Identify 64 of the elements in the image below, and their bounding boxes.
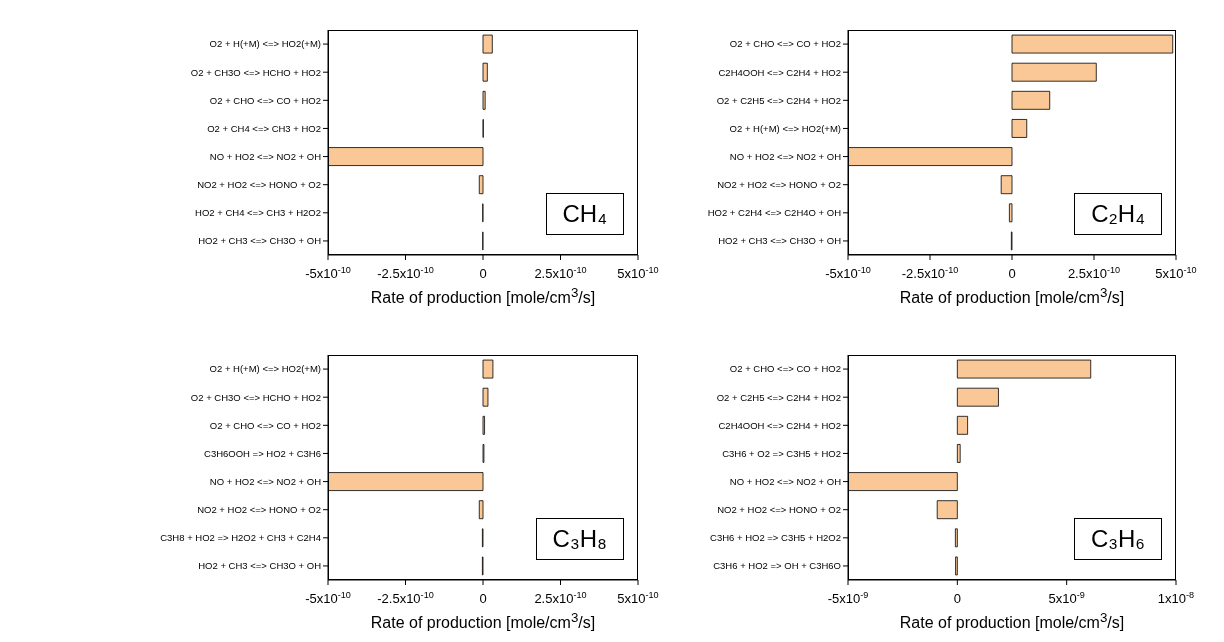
y-tick-label: O2 + C2H5 <=> C2H4 + HO2 xyxy=(716,94,841,106)
y-tick-label: HO2 + CH3 <=> CH3O + OH xyxy=(198,235,322,247)
y-tick-label: HO2 + CH4 <=> CH3 + H2O2 xyxy=(195,207,321,219)
y-tick-label: O2 + CHO <=> CO + HO2 xyxy=(729,38,841,50)
x-tick-label: 5x10$^{-9}$ xyxy=(1048,590,1085,606)
x-tick-label: -5x10$^{-10}$ xyxy=(825,265,871,281)
x-tick-label: 2.5x10$^{-10}$ xyxy=(534,590,587,606)
y-tick-label: O2 + H(+M) <=> HO2(+M) xyxy=(729,122,841,134)
annotation: C₃H₆ xyxy=(1073,518,1162,560)
y-tick-label: O2 + H(+M) <=> HO2(+M) xyxy=(209,363,321,375)
x-tick-label: -2.5x10$^{-10}$ xyxy=(377,590,434,606)
y-tick-label: O2 + CH3O <=> HCHO + HO2 xyxy=(190,391,321,403)
y-tick-label: C3H6 + HO2 => C3H5 + H2O2 xyxy=(710,532,841,544)
y-tick-label: C3H8 + HO2 => H2O2 + CH3 + C2H4 xyxy=(160,532,321,544)
y-tick-label: NO + HO2 <=> NO2 + OH xyxy=(729,150,842,162)
annotation: C₃H₈ xyxy=(535,518,624,560)
bar xyxy=(936,500,958,520)
x-tick-label: -2.5x10$^{-10}$ xyxy=(901,265,959,281)
x-tick-label: -5x10$^{-10}$ xyxy=(305,265,351,281)
y-tick-label: NO + HO2 <=> NO2 + OH xyxy=(729,475,842,487)
y-tick-label: C2H4OOH <=> C2H4 + HO2 xyxy=(718,66,841,78)
bar xyxy=(956,359,1092,379)
y-tick-label: O2 + CH3O <=> HCHO + HO2 xyxy=(190,66,321,78)
x-tick-label: -5x10$^{-9}$ xyxy=(827,590,869,606)
x-tick-label: 2.5x10$^{-10}$ xyxy=(534,265,587,281)
x-axis-title: Rate of production [mole/cm$^{3}$/s] xyxy=(898,285,1126,308)
x-tick-label: -2.5x10$^{-10}$ xyxy=(377,265,434,281)
y-tick-label: NO2 + HO2 <=> HONO + O2 xyxy=(717,504,841,516)
x-tick-label: 1x10$^{-8}$ xyxy=(1157,590,1195,606)
y-tick-label: HO2 + CH3 <=> CH3O + OH xyxy=(198,560,322,572)
y-tick-label: NO + HO2 <=> NO2 + OH xyxy=(209,475,322,487)
y-tick-label: C3H6OOH => HO2 + C3H6 xyxy=(204,447,321,459)
y-tick-label: O2 + C2H5 <=> C2H4 + HO2 xyxy=(716,391,841,403)
x-axis-title: Rate of production [mole/cm$^{3}$/s] xyxy=(369,610,597,633)
y-tick-label: HO2 + CH3 <=> CH3O + OH xyxy=(718,235,842,247)
x-tick-label: 5x10$^{-10}$ xyxy=(617,265,659,281)
bar xyxy=(956,444,961,463)
y-tick-label: NO2 + HO2 <=> HONO + O2 xyxy=(197,504,321,516)
y-tick-label: C3H6 + O2 => C3H5 + HO2 xyxy=(722,447,841,459)
y-tick-label: NO2 + HO2 <=> HONO + O2 xyxy=(717,179,841,191)
x-axis-title: Rate of production [mole/cm$^{3}$/s] xyxy=(369,285,597,308)
y-tick-label: O2 + CHO <=> CO + HO2 xyxy=(209,419,321,431)
annotation: CH₄ xyxy=(545,193,624,235)
x-tick-label: 5x10$^{-10}$ xyxy=(1155,265,1197,281)
annotation: C₂H₄ xyxy=(1074,193,1162,235)
bar xyxy=(956,415,969,435)
x-tick-label: 0 xyxy=(1008,266,1016,281)
y-tick-label: NO2 + HO2 <=> HONO + O2 xyxy=(197,179,321,191)
x-tick-label: -5x10$^{-10}$ xyxy=(305,590,351,606)
y-tick-label: O2 + CH4 <=> CH3 + HO2 xyxy=(207,122,321,134)
y-tick-label: C3H6 + HO2 => OH + C3H6O xyxy=(713,560,841,572)
y-tick-label: O2 + CHO <=> CO + HO2 xyxy=(209,94,321,106)
y-tick-label: C2H4OOH <=> C2H4 + HO2 xyxy=(718,419,841,431)
x-tick-label: 0 xyxy=(479,266,487,281)
x-tick-label: 0 xyxy=(953,591,961,606)
x-tick-label: 2.5x10$^{-10}$ xyxy=(1067,265,1121,281)
y-tick-label: O2 + H(+M) <=> HO2(+M) xyxy=(209,38,321,50)
x-tick-label: 5x10$^{-10}$ xyxy=(617,590,659,606)
bar xyxy=(956,387,999,407)
x-axis-title: Rate of production [mole/cm$^{3}$/s] xyxy=(898,610,1126,633)
y-tick-label: NO + HO2 <=> NO2 + OH xyxy=(209,150,322,162)
x-tick-label: 0 xyxy=(479,591,487,606)
y-tick-label: O2 + CHO <=> CO + HO2 xyxy=(729,363,841,375)
y-tick-label: HO2 + C2H4 <=> C2H4O + OH xyxy=(707,207,842,219)
